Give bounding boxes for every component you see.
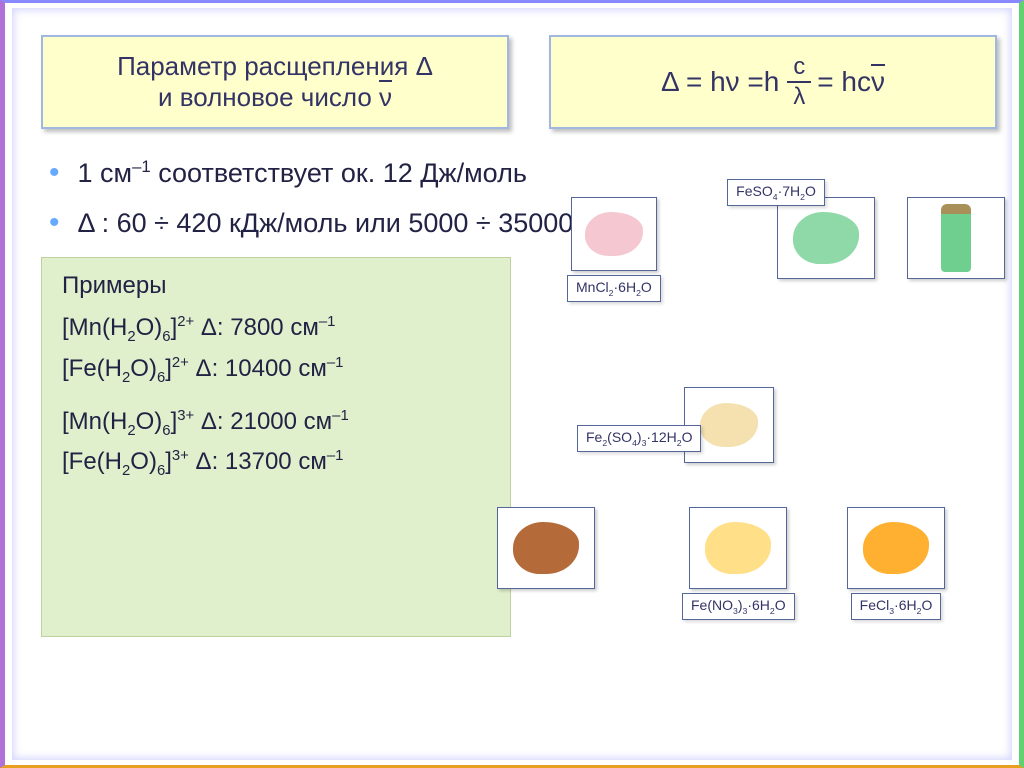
sample-brown	[497, 507, 595, 589]
sample-feso4: FeSO4·7H2O	[777, 197, 875, 310]
sample-feno3: Fe(NO3)3·6H2O	[682, 507, 795, 620]
formula-num: c	[787, 53, 811, 83]
lower-row: Примеры [Mn(H2O)6]2+ Δ: 7800 см–1 [Fe(H2…	[41, 257, 983, 637]
sample-swatch	[497, 507, 595, 589]
formula-lhs: Δ = hν =	[661, 66, 764, 98]
def-nu-overbar: ν	[379, 82, 392, 113]
header-row: Параметр расщепления Δ и волновое число …	[41, 35, 983, 129]
def-line2a: и волновое число	[158, 82, 379, 112]
formula-fraction: c λ	[787, 53, 811, 111]
sample-mncl2: MnCl2·6H2O	[567, 197, 661, 302]
example-row: [Fe(H2O)6]2+ Δ: 10400 см–1	[62, 355, 490, 386]
sample-gallery: MnCl2·6H2O FeSO4·7H2O Fe2(SO4)3·12H2O Fe…	[527, 257, 983, 637]
sample-green-bottle	[907, 197, 1005, 279]
bullet-dot-icon: •	[49, 158, 60, 188]
formula-tail-a: = hc	[817, 66, 871, 98]
def-line1: Параметр расщепления Δ	[117, 51, 433, 81]
sample-caption: Fe2(SO4)3·12H2O	[577, 425, 701, 452]
formula-den: λ	[787, 83, 811, 111]
sample-fe2so4: Fe2(SO4)3·12H2O	[667, 387, 791, 494]
bullet-2-text: Δ : 60 ÷ 420 кДж/моль или 5000 ÷ 35000 с…	[78, 207, 632, 239]
sample-swatch	[777, 197, 875, 279]
sample-swatch	[571, 197, 657, 271]
sample-caption: MnCl2·6H2O	[567, 275, 661, 302]
sample-caption: FeSO4·7H2O	[727, 179, 825, 206]
example-row: [Mn(H2O)6]2+ Δ: 7800 см–1	[62, 314, 490, 345]
example-row: [Mn(H2O)6]3+ Δ: 21000 см–1	[62, 408, 490, 439]
slide: Параметр расщепления Δ и волновое число …	[0, 0, 1024, 768]
examples-title: Примеры	[62, 272, 490, 300]
bullet-dot-icon: •	[49, 208, 60, 238]
definition-box: Параметр расщепления Δ и волновое число …	[41, 35, 509, 129]
formula-tail-nu: ν	[871, 66, 885, 98]
bullet-1-text: 1 см–1 соответствует ок. 12 Дж/моль	[78, 157, 527, 189]
sample-swatch	[907, 197, 1005, 279]
sample-fecl3: FeCl3·6H2O	[847, 507, 945, 620]
sample-swatch	[689, 507, 787, 589]
formula-box: Δ = hν = h c λ = hcν	[549, 35, 997, 129]
sample-swatch	[847, 507, 945, 589]
example-row: [Fe(H2O)6]3+ Δ: 13700 см–1	[62, 448, 490, 479]
sample-caption: FeCl3·6H2O	[851, 593, 942, 620]
examples-box: Примеры [Mn(H2O)6]2+ Δ: 7800 см–1 [Fe(H2…	[41, 257, 511, 637]
bullet-1: • 1 см–1 соответствует ок. 12 Дж/моль	[41, 157, 983, 189]
sample-caption: Fe(NO3)3·6H2O	[682, 593, 795, 620]
formula-h: h	[764, 66, 780, 98]
